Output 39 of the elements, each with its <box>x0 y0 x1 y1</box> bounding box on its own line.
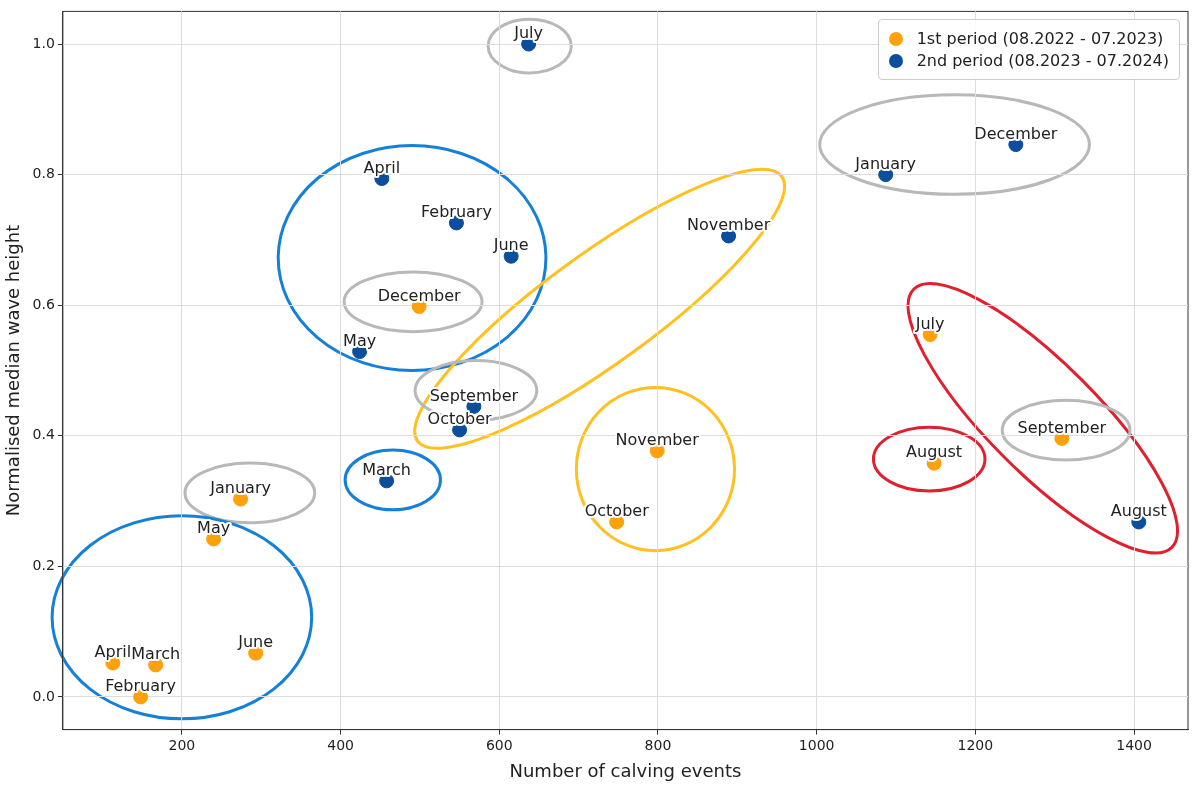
x-tick-label: 600 <box>485 736 513 753</box>
data-label: February <box>420 202 492 222</box>
data-label: August <box>1110 501 1167 521</box>
data-label: September <box>429 385 519 405</box>
x-tick-label: 1000 <box>798 736 835 753</box>
data-label: August <box>906 442 963 462</box>
data-label: January <box>854 153 917 173</box>
data-label: May <box>197 518 231 538</box>
y-axis-title: Normalised median wave height <box>2 224 24 517</box>
y-tick-label: 0.2 <box>32 557 55 574</box>
data-label: March <box>362 460 411 479</box>
data-label: November <box>615 429 700 449</box>
data-label: July <box>914 313 945 333</box>
y-tick-label: 0.6 <box>32 295 55 312</box>
data-label: December <box>974 123 1058 143</box>
x-tick-label: 800 <box>644 736 672 753</box>
data-label: May <box>343 330 377 350</box>
y-tick-label: 0.8 <box>32 165 55 182</box>
data-label: April <box>363 157 401 177</box>
data-label: December <box>377 285 462 305</box>
data-label: October <box>427 409 493 429</box>
x-tick-label: 200 <box>168 736 196 753</box>
data-label: March <box>131 644 181 664</box>
y-tick-label: 0.0 <box>32 687 55 704</box>
y-tick-label: 1.0 <box>32 34 55 51</box>
data-label: June <box>492 235 529 255</box>
data-label: January <box>209 478 271 498</box>
data-label: April <box>94 642 132 662</box>
data-label: July <box>513 23 544 43</box>
x-tick-label: 1400 <box>1116 736 1152 753</box>
x-tick-label: 400 <box>327 736 354 753</box>
data-label: September <box>1017 417 1107 437</box>
data-label: February <box>105 676 177 696</box>
legend-label: 2nd period (08.2023 - 07.2024) <box>916 51 1169 71</box>
data-label: June <box>237 632 274 652</box>
legend-label: 1st period (08.2022 - 07.2023) <box>916 29 1164 49</box>
y-tick-label: 0.4 <box>32 426 55 443</box>
x-axis-title: Number of calving events <box>509 759 742 781</box>
x-tick-label: 1200 <box>957 736 994 753</box>
